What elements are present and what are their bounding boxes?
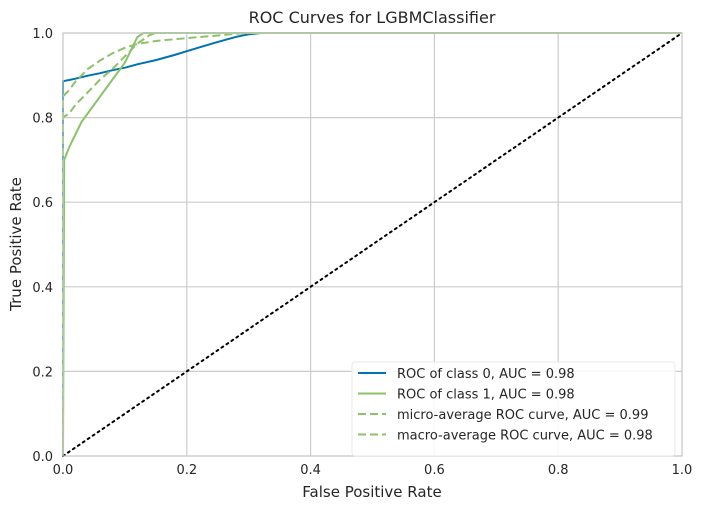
x-tick-label: 1.0 xyxy=(672,463,693,478)
x-axis-label: False Positive Rate xyxy=(302,483,441,501)
legend-label: micro-average ROC curve, AUC = 0.99 xyxy=(397,408,648,423)
legend-label: macro-average ROC curve, AUC = 0.98 xyxy=(397,429,653,444)
series-line-3 xyxy=(62,32,682,456)
y-tick-label: 0.8 xyxy=(32,112,53,127)
y-tick-label: 0.4 xyxy=(32,281,53,296)
x-tick-label: 0.2 xyxy=(176,463,197,478)
y-axis-label: True Positive Rate xyxy=(7,177,25,312)
chart-title: ROC Curves for LGBMClassifier xyxy=(249,8,496,27)
y-tick-label: 0.6 xyxy=(32,196,53,211)
plot-area xyxy=(62,32,683,457)
x-tick-label: 0.0 xyxy=(53,463,74,478)
legend-label: ROC of class 1, AUC = 0.98 xyxy=(397,388,575,403)
x-tick-label: 0.8 xyxy=(548,463,569,478)
diagonal-reference-line xyxy=(62,32,683,457)
series-line-0 xyxy=(62,32,682,456)
series-line-2 xyxy=(62,32,682,456)
legend-box xyxy=(351,361,676,457)
y-tick-label: 0.0 xyxy=(32,450,53,465)
x-tick-label: 0.4 xyxy=(300,463,321,478)
y-tick-label: 1.0 xyxy=(32,27,53,42)
y-tick-label: 0.2 xyxy=(32,365,53,380)
series-line-1 xyxy=(62,32,682,457)
legend: ROC of class 0, AUC = 0.98 ROC of class 1… xyxy=(351,361,676,457)
x-tick-label: 0.6 xyxy=(424,463,445,478)
legend-label: ROC of class 0, AUC = 0.98 xyxy=(397,367,575,382)
